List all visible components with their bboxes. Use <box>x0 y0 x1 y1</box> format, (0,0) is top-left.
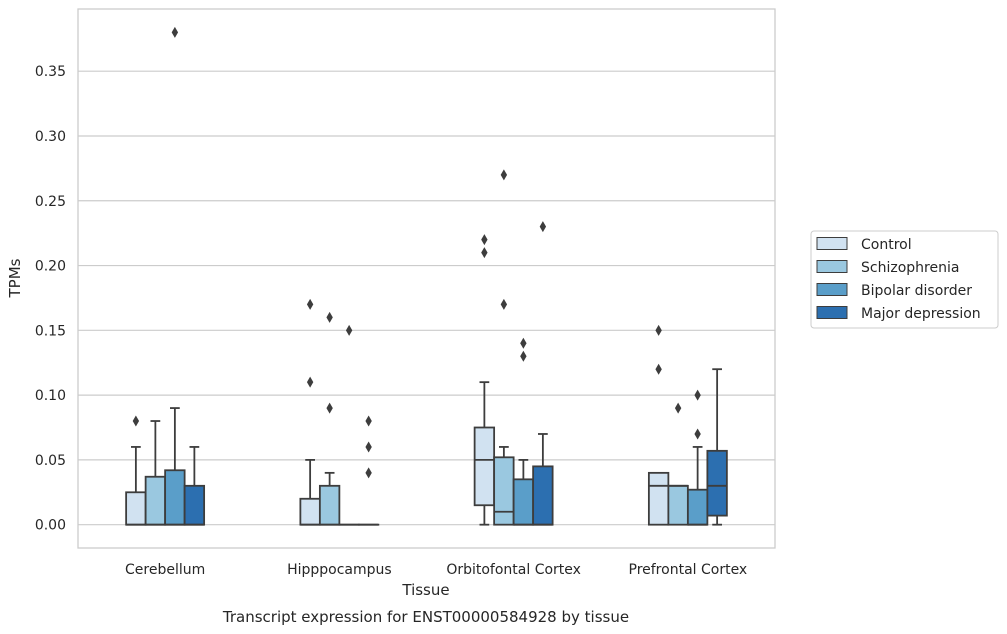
outlier-point <box>132 415 140 427</box>
outlier-point <box>365 467 372 479</box>
legend-swatch <box>816 237 848 250</box>
plot-marks <box>125 26 728 526</box>
outlier-point <box>365 415 372 427</box>
outlier-point <box>306 376 314 388</box>
box-body <box>512 478 535 526</box>
box-body <box>706 449 728 517</box>
outlier-point <box>694 389 701 401</box>
outlier-point <box>694 428 701 440</box>
box-body <box>318 484 341 526</box>
outlier-point <box>345 324 353 336</box>
box-0-2 <box>473 234 496 526</box>
box-body <box>164 469 186 526</box>
box-body <box>493 456 515 526</box>
y-tick-label: 0.15 <box>35 323 66 339</box>
outlier-point <box>674 402 682 414</box>
legend-frame <box>810 230 999 329</box>
box-3-3 <box>706 368 728 526</box>
box-body <box>183 484 206 526</box>
x-axis-title: Tissue <box>401 581 449 599</box>
outlier-point <box>365 441 372 453</box>
outlier-point <box>306 298 314 310</box>
legend-swatch <box>816 283 848 296</box>
box-body <box>667 484 689 526</box>
box-1-0 <box>144 420 167 526</box>
outlier-point <box>520 337 527 349</box>
legend-swatch <box>816 306 848 319</box>
box-3-0 <box>183 446 206 526</box>
y-tick-label: 0.30 <box>35 129 66 145</box>
x-axis-ticks: Cerebellum Hipppocampus Orbitofontal Corte… <box>125 562 747 578</box>
outlier-point <box>481 234 488 246</box>
outlier-point <box>520 350 527 362</box>
y-tick-label: 0.20 <box>35 259 66 275</box>
legend-label: Control <box>861 237 912 253</box>
box-body <box>299 497 321 526</box>
box-body <box>125 491 147 526</box>
box-body <box>473 426 496 507</box>
box-3-1 <box>357 415 380 526</box>
y-tick-label: 0.10 <box>35 388 66 404</box>
box-3-2 <box>532 221 554 526</box>
outlier-point <box>655 363 662 375</box>
legend-label: Major depression <box>861 306 981 322</box>
x-tick-label: Prefrontal Cortex <box>629 562 748 578</box>
chart-caption: Transcript expression for ENST0000058492… <box>222 608 629 626</box>
x-tick-label: Hipppocampus <box>287 562 392 578</box>
y-tick-label: 0.25 <box>35 194 66 210</box>
y-tick-label: 0.35 <box>35 64 66 80</box>
x-tick-label: Cerebellum <box>125 562 205 578</box>
box-1-3 <box>667 402 689 526</box>
box-body <box>532 465 554 526</box>
box-body <box>686 488 709 526</box>
y-axis-ticks: 0.00 0.05 0.10 0.15 0.20 0.25 0.30 0.35 <box>35 64 66 533</box>
outlier-point <box>326 402 333 414</box>
outlier-point <box>655 324 662 336</box>
y-axis-title: TPMs <box>6 258 24 298</box>
x-tick-label: Orbitofontal Cortex <box>446 562 581 578</box>
legend-label: Schizophrenia <box>861 260 959 276</box>
box-body <box>647 471 670 526</box>
legend-label: Bipolar disorder <box>861 283 972 299</box>
y-tick-label: 0.00 <box>35 518 66 534</box>
outlier-point <box>171 26 179 38</box>
outlier-point <box>539 221 547 233</box>
y-tick-label: 0.05 <box>35 453 66 469</box>
outlier-point <box>326 311 333 323</box>
plot-frame <box>77 8 776 549</box>
outlier-point <box>500 298 508 310</box>
box-0-0 <box>125 415 147 526</box>
outlier-point <box>500 169 508 181</box>
box-body <box>144 475 167 526</box>
legend-swatch <box>816 260 848 273</box>
outlier-point <box>481 247 488 259</box>
box-1-1 <box>318 311 341 526</box>
legend: Control Schizophrenia Bipolar disorder Majo… <box>810 230 999 329</box>
